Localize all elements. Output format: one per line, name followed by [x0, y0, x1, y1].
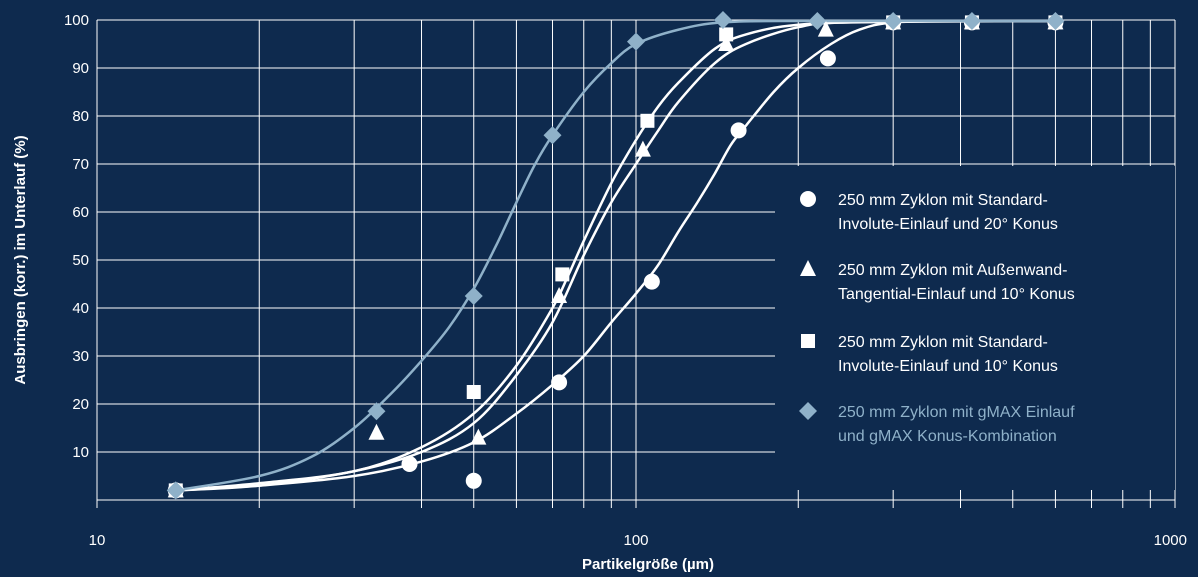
series-4-point — [884, 11, 903, 30]
series-2-point — [368, 423, 385, 440]
series-1-line — [175, 19, 1056, 492]
series-2-point — [718, 35, 735, 51]
y-tick-label: 80 — [72, 108, 89, 125]
legend-marker-diamond — [799, 402, 817, 420]
series-3-point — [640, 113, 655, 128]
series-3-point — [555, 267, 570, 282]
series-4-line — [175, 19, 1056, 492]
series-1-point — [819, 50, 836, 67]
legend-marker-square — [801, 334, 815, 348]
series-4-point — [367, 402, 386, 421]
series-4-point — [1046, 11, 1065, 30]
series-3-point — [466, 385, 481, 399]
series-4-point — [808, 11, 827, 30]
series-2-point — [470, 428, 487, 445]
series-2-point — [634, 140, 651, 157]
x-axis-title: Partikelgröße (µm) — [582, 556, 714, 573]
legend-label-series-3: 250 mm Zyklon mit Standard- — [838, 334, 1048, 351]
series-4-point — [464, 287, 483, 305]
y-tick-label: 20 — [72, 396, 89, 413]
series-1-point — [401, 456, 418, 472]
y-tick-label: 50 — [72, 252, 89, 269]
y-tick-label: 100 — [64, 12, 89, 29]
y-tick-label: 60 — [72, 204, 89, 221]
y-tick-label: 70 — [72, 156, 89, 173]
legend-label-series-4: 250 mm Zyklon mit gMAX Einlauf — [838, 404, 1075, 421]
legend-marker-triangle — [800, 260, 816, 276]
series-2-point — [551, 287, 568, 303]
y-tick-label: 40 — [72, 300, 89, 317]
y-axis-title: Ausbringen (korr.) im Unterlauf (%) — [12, 135, 29, 384]
series-1-point — [730, 122, 747, 139]
legend-label-series-1: 250 mm Zyklon mit Standard- — [838, 192, 1048, 209]
series-1-point — [465, 472, 482, 489]
x-tick-label: 1000 — [1154, 532, 1187, 549]
legend-label-series-2: 250 mm Zyklon mit Außenwand- — [838, 262, 1067, 279]
y-tick-label: 30 — [72, 348, 89, 365]
series-3-point — [719, 27, 734, 42]
series-markers — [166, 11, 1065, 500]
series-1-point — [551, 374, 568, 391]
legend-label-series-2: Tangential-Einlauf und 10° Konus — [838, 286, 1075, 303]
series-4-point — [962, 11, 981, 30]
series-4-point — [713, 11, 732, 29]
series-4-point — [543, 126, 562, 145]
series-2-line — [175, 19, 1056, 492]
x-tick-labels: 10 100 1000 — [89, 532, 1187, 549]
series-1-point — [643, 273, 660, 290]
y-tick-label: 90 — [72, 60, 89, 77]
legend-background — [775, 166, 1175, 490]
legend: 250 mm Zyklon mit Standard- Involute-Einl… — [799, 191, 1075, 445]
series-4-point — [627, 32, 645, 51]
legend-label-series-4: und gMAX Konus-Kombination — [838, 428, 1057, 445]
y-tick-labels: 10 20 30 40 50 60 70 80 90 100 — [64, 12, 89, 461]
series-3-line — [175, 19, 1056, 492]
legend-marker-circle — [800, 191, 816, 207]
x-tick-label: 100 — [623, 532, 648, 549]
legend-label-series-1: Involute-Einlauf und 20° Konus — [838, 216, 1058, 233]
y-tick-label: 10 — [72, 444, 89, 461]
x-tick-label: 10 — [89, 532, 106, 549]
legend-label-series-3: Involute-Einlauf und 10° Konus — [838, 358, 1058, 375]
series-2-point — [817, 20, 834, 37]
series-curves — [175, 19, 1056, 492]
series-4-point — [166, 481, 185, 500]
